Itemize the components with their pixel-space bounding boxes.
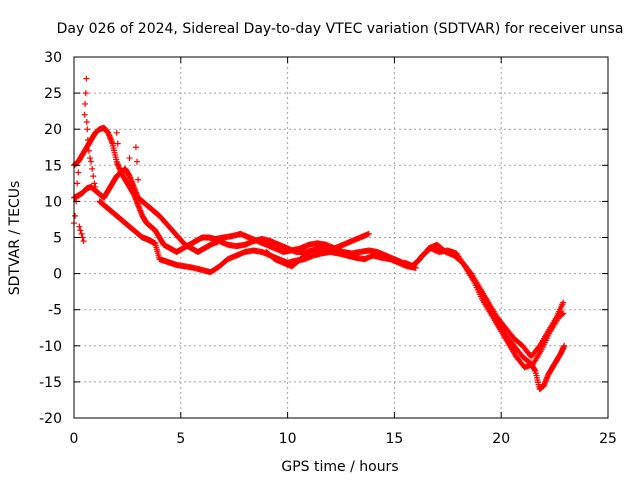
data-point [89, 165, 96, 172]
ticks [73, 56, 609, 419]
y-tick-labels: 30 25 20 15 10 5 0 -5 -10 -15 -20 [39, 50, 62, 427]
data-point [85, 147, 92, 154]
data-point [132, 144, 139, 151]
y-tick-label: 10 [44, 194, 62, 210]
x-tick-label: 5 [176, 431, 185, 447]
data-point [91, 180, 98, 187]
data-points [71, 75, 568, 393]
data-point [88, 158, 95, 165]
y-tick-label: -20 [39, 411, 62, 427]
x-tick-label: 25 [599, 431, 617, 447]
x-tick-labels: 0 5 10 15 20 25 [70, 431, 617, 447]
data-point [114, 140, 121, 147]
data-point [83, 118, 90, 125]
x-tick-label: 20 [492, 431, 510, 447]
data-point [75, 169, 82, 176]
data-point [84, 137, 91, 144]
data-point [561, 342, 568, 349]
x-tick-label: 15 [385, 431, 403, 447]
data-point [135, 176, 142, 183]
data-point [82, 90, 89, 97]
data-point [76, 223, 83, 230]
x-tick-label: 0 [70, 431, 79, 447]
y-tick-label: -15 [39, 375, 62, 391]
data-point [78, 230, 85, 237]
data-point [83, 75, 90, 82]
data-point [134, 158, 141, 165]
data-point [77, 227, 84, 234]
data-point [126, 155, 133, 162]
y-tick-label: -10 [39, 339, 62, 355]
chart-title: Day 026 of 2024, Sidereal Day-to-day VTE… [57, 21, 624, 37]
y-axis-label: SDTVAR / TECUs [7, 181, 23, 296]
data-point [92, 183, 99, 190]
data-point [560, 299, 567, 306]
y-tick-label: 15 [44, 158, 62, 174]
data-point [79, 234, 86, 241]
data-point [80, 238, 87, 245]
y-tick-label: 20 [44, 122, 62, 138]
y-tick-label: -5 [48, 303, 62, 319]
data-point [113, 129, 120, 136]
grid [74, 57, 608, 418]
y-tick-label: 0 [53, 267, 62, 283]
data-point [82, 100, 89, 107]
data-point [87, 155, 94, 162]
y-tick-label: 25 [44, 86, 62, 102]
data-point [365, 230, 372, 237]
data-point [84, 126, 91, 133]
data-point [90, 173, 97, 180]
data-point [81, 111, 88, 118]
x-tick-label: 10 [279, 431, 297, 447]
data-point [72, 212, 79, 219]
data-point [74, 180, 81, 187]
y-tick-label: 5 [53, 231, 62, 247]
data-point [560, 310, 567, 317]
series-track-f [493, 317, 568, 393]
y-tick-label: 30 [44, 50, 62, 66]
x-axis-label: GPS time / hours [281, 459, 398, 475]
